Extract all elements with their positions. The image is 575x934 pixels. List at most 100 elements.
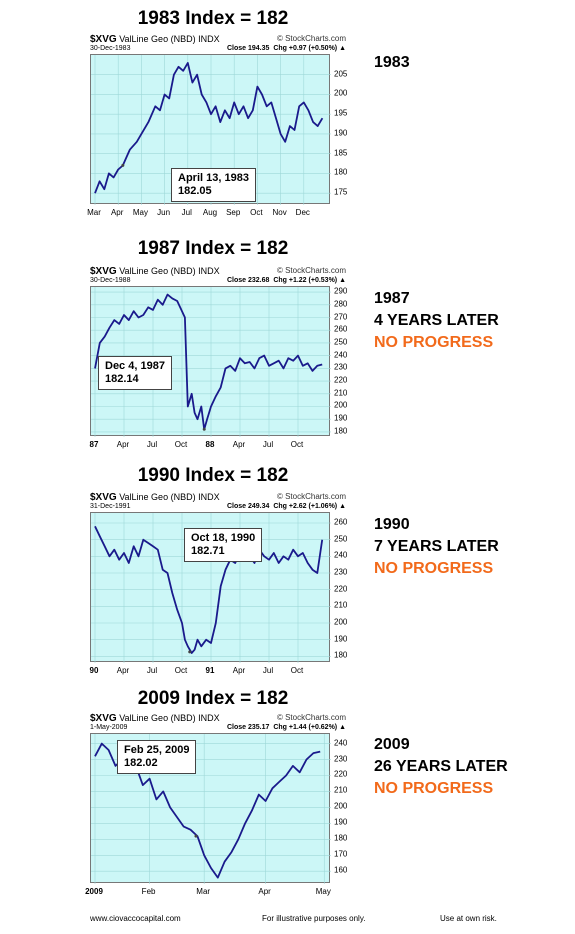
index-name: ValLine Geo (NBD)	[119, 492, 196, 502]
chart-title: 1990 Index = 182	[137, 465, 289, 486]
x-tick-label: 88	[205, 440, 215, 449]
callout-point	[202, 427, 206, 431]
side-years-later: 26 YEARS LATER	[374, 758, 508, 775]
x-tick-label: May	[315, 887, 331, 896]
symbol-header: $XVG ValLine Geo (NBD) INDX	[90, 492, 220, 503]
symbol-header: $XVG ValLine Geo (NBD) INDX	[90, 713, 220, 724]
x-tick-label: Jul	[146, 440, 158, 449]
index-kind: INDX	[198, 713, 220, 723]
y-tick-label: 260	[334, 324, 348, 334]
date-label: 30-Dec-1983	[90, 45, 131, 52]
x-tick-label: Apr	[116, 666, 130, 675]
x-tick-label: Dec	[295, 208, 310, 217]
side-no-progress: NO PROGRESS	[374, 560, 494, 577]
symbol-header: $XVG ValLine Geo (NBD) INDX	[90, 266, 220, 277]
index-kind: INDX	[198, 34, 220, 44]
index-name: ValLine Geo (NBD)	[119, 266, 196, 276]
side-no-progress: NO PROGRESS	[374, 334, 494, 351]
side-annotation: 2009 26 YEARS LATER NO PROGRESS	[374, 734, 508, 800]
price-chart-svg	[91, 287, 331, 437]
y-tick-label: 190	[334, 634, 348, 644]
chart-title: 1987 Index = 182	[137, 238, 289, 259]
callout-value: 182.05	[178, 185, 212, 197]
x-tick-label: 90	[89, 666, 99, 675]
side-annotation: 1983	[374, 52, 410, 74]
close-value: Close 194.35	[227, 45, 270, 52]
side-years-later: 7 YEARS LATER	[374, 538, 499, 555]
price-chart-svg	[91, 55, 331, 205]
footer-site: www.ciovaccocapital.com	[90, 914, 181, 923]
watermark: © StockCharts.com	[276, 266, 346, 275]
x-tick-label: Mar	[87, 208, 101, 217]
x-tick-label: Oct	[174, 440, 188, 449]
date-label: 31-Dec-1991	[90, 503, 131, 510]
x-tick-label: Apr	[258, 887, 271, 896]
watermark: © StockCharts.com	[276, 713, 346, 722]
callout-date: Oct 18, 1990	[191, 532, 256, 544]
y-tick-label: 180	[334, 167, 348, 177]
symbol-header: $XVG ValLine Geo (NBD) INDX	[90, 34, 220, 45]
y-tick-label: 210	[334, 785, 348, 795]
side-annotation: 1987 4 YEARS LATER NO PROGRESS	[374, 288, 499, 354]
y-tick-label: 230	[334, 567, 348, 577]
date-label: 1-May-2009	[90, 724, 128, 731]
footer-risk: Use at own risk.	[440, 914, 497, 923]
close-value: Close 232.68	[227, 277, 270, 284]
y-tick-label: 200	[334, 400, 348, 410]
x-tick-label: Aug	[202, 208, 218, 217]
y-tick-label: 220	[334, 769, 348, 779]
footer-note: For illustrative purposes only.	[262, 914, 366, 923]
symbol-label: $XVG	[90, 266, 117, 277]
y-tick-label: 240	[334, 350, 348, 360]
y-tick-label: 230	[334, 754, 348, 764]
y-tick-label: 200	[334, 801, 348, 811]
y-tick-label: 250	[334, 337, 348, 347]
price-line	[94, 525, 324, 654]
callout-box: Oct 18, 1990 182.71	[184, 528, 263, 562]
side-no-progress: NO PROGRESS	[374, 780, 494, 797]
x-tick-label: Apr	[116, 440, 130, 449]
quote-line: Close 249.34 Chg +2.62 (+1.06%) ▲	[227, 503, 346, 510]
y-tick-label: 280	[334, 299, 348, 309]
change-value: Chg +1.22 (+0.53%) ▲	[273, 277, 346, 284]
y-tick-label: 240	[334, 738, 348, 748]
y-tick-label: 290	[334, 286, 348, 296]
x-tick-label: Oct	[174, 666, 188, 675]
x-tick-label: Jul	[146, 666, 158, 675]
y-tick-label: 240	[334, 550, 348, 560]
symbol-label: $XVG	[90, 713, 117, 724]
y-tick-label: 210	[334, 600, 348, 610]
y-tick-label: 190	[334, 128, 348, 138]
y-tick-label: 180	[334, 650, 348, 660]
callout-value: 182.02	[124, 757, 158, 769]
chart-title: 2009 Index = 182	[137, 688, 289, 709]
x-tick-label: Jun	[157, 208, 171, 217]
callout-point	[188, 650, 192, 654]
side-annotation: 1990 7 YEARS LATER NO PROGRESS	[374, 514, 499, 580]
x-tick-label: Oct	[290, 666, 304, 675]
side-years-later: 4 YEARS LATER	[374, 312, 499, 329]
callout-value: 182.14	[105, 373, 139, 385]
callout-value: 182.71	[191, 545, 225, 557]
y-tick-label: 175	[334, 187, 348, 197]
side-year: 1990	[374, 516, 410, 533]
index-kind: INDX	[198, 492, 220, 502]
callout-point	[194, 834, 198, 838]
side-year: 1983	[374, 54, 410, 71]
y-tick-label: 230	[334, 362, 348, 372]
watermark: © StockCharts.com	[276, 492, 346, 501]
close-value: Close 235.17	[227, 724, 270, 731]
y-tick-label: 170	[334, 849, 348, 859]
y-tick-label: 180	[334, 833, 348, 843]
x-tick-label: Feb	[141, 887, 156, 896]
x-tick-label: Oct	[250, 208, 263, 217]
x-tick-label: 91	[205, 666, 215, 675]
x-tick-label: Oct	[290, 440, 304, 449]
index-name: ValLine Geo (NBD)	[119, 713, 196, 723]
quote-line: Close 232.68 Chg +1.22 (+0.53%) ▲	[227, 277, 346, 284]
callout-point	[121, 163, 125, 167]
callout-date: Dec 4, 1987	[105, 360, 165, 372]
y-tick-label: 200	[334, 617, 348, 627]
callout-box: April 13, 1983 182.05	[171, 168, 256, 202]
x-tick-label: 2009	[85, 887, 103, 896]
